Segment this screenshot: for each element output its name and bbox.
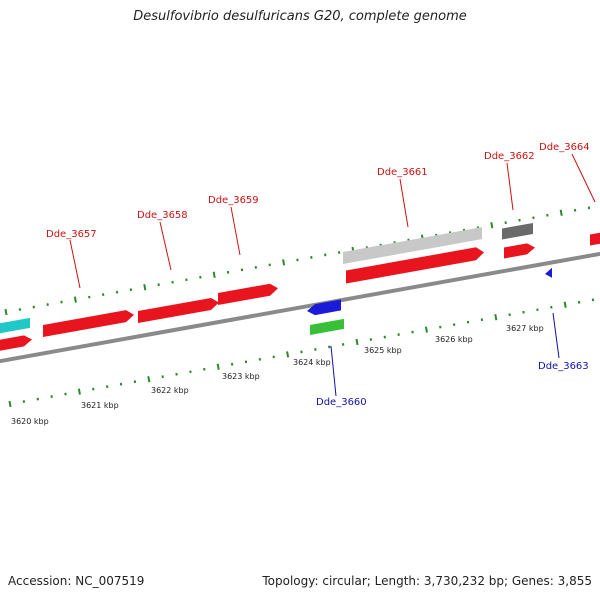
gene-label-dde-3659[interactable]: Dde_3659 (208, 195, 259, 206)
upper-track-tick (73, 296, 77, 303)
genome-summary-text: Topology: circular; Length: 3,730,232 bp… (262, 574, 592, 588)
kbp-label: 3622 kbp (151, 386, 189, 395)
lower-track-tick (216, 363, 220, 370)
lower-track-tick (424, 326, 428, 333)
label-leader-line (571, 153, 596, 203)
label-leader-line (69, 239, 81, 289)
kbp-scale-labels: 3620 kbp 3621 kbp 3622 kbp 3623 kbp 3624… (11, 324, 544, 426)
genome-backbone (0, 251, 600, 364)
label-leader-line (506, 162, 514, 211)
gene-label-dde-3661[interactable]: Dde_3661 (377, 167, 428, 178)
upper-track-tick (490, 222, 494, 229)
gene-labels: Dde_3657 Dde_3658 Dde_3659 Dde_3661 Dde_… (46, 142, 590, 408)
gene-dde-3663-arrow[interactable] (545, 267, 552, 278)
gene-label-dde-3664[interactable]: Dde_3664 (539, 142, 590, 153)
lower-track-tick (147, 376, 151, 383)
upper-track-tick (559, 209, 563, 216)
lower-track-tick (8, 400, 12, 408)
gene-dde-3659[interactable] (218, 283, 278, 305)
gene-gray-dark[interactable] (502, 222, 533, 240)
upper-tick-track (4, 206, 591, 316)
accession-text: Accession: NC_007519 (8, 574, 145, 588)
gene-cyan[interactable] (0, 317, 30, 335)
upper-track-tick (212, 271, 216, 278)
upper-track-tick (143, 284, 147, 291)
kbp-label: 3627 kbp (506, 324, 544, 333)
label-leaders (69, 153, 596, 397)
label-leader-line (552, 312, 560, 359)
kbp-label: 3620 kbp (11, 417, 49, 426)
gene-label-dde-3660[interactable]: Dde_3660 (316, 397, 367, 408)
gene-dde-3664[interactable] (590, 232, 600, 246)
gene-dde-3658[interactable] (138, 297, 219, 323)
upper-track-tick (4, 308, 8, 316)
label-leader-line (159, 221, 172, 271)
lower-track-tick (563, 301, 567, 308)
kbp-label: 3624 kbp (293, 358, 331, 367)
gene-dde-3657[interactable] (43, 310, 134, 337)
label-leader-line (230, 206, 241, 256)
kbp-label: 3626 kbp (435, 335, 473, 344)
lower-track-tick (286, 351, 290, 358)
gene-label-dde-3662[interactable]: Dde_3662 (484, 151, 535, 162)
lower-track-tick (494, 314, 498, 321)
label-leader-line (399, 178, 409, 228)
gene-label-dde-3663[interactable]: Dde_3663 (538, 361, 589, 372)
lower-track-tick (355, 338, 359, 346)
kbp-label: 3621 kbp (81, 401, 119, 410)
kbp-label: 3625 kbp (364, 346, 402, 355)
gene-dde-3656[interactable] (0, 335, 32, 352)
gene-features (0, 222, 600, 352)
gene-dde-3660-arrow[interactable] (307, 299, 341, 316)
gene-dde-3662[interactable] (504, 243, 535, 259)
kbp-label: 3623 kbp (222, 372, 260, 381)
gene-label-dde-3657[interactable]: Dde_3657 (46, 229, 97, 240)
gene-green-rna[interactable] (310, 318, 344, 335)
gene-gray-light[interactable] (343, 227, 482, 264)
upper-track-tick (282, 259, 286, 266)
label-leader-line (330, 345, 337, 397)
map-title: Desulfovibrio desulfuricans G20, complet… (133, 9, 467, 24)
lower-track-tick (77, 388, 81, 395)
lower-tick-track (8, 298, 595, 408)
gene-dde-3661[interactable] (346, 247, 484, 284)
gene-label-dde-3658[interactable]: Dde_3658 (137, 210, 188, 221)
